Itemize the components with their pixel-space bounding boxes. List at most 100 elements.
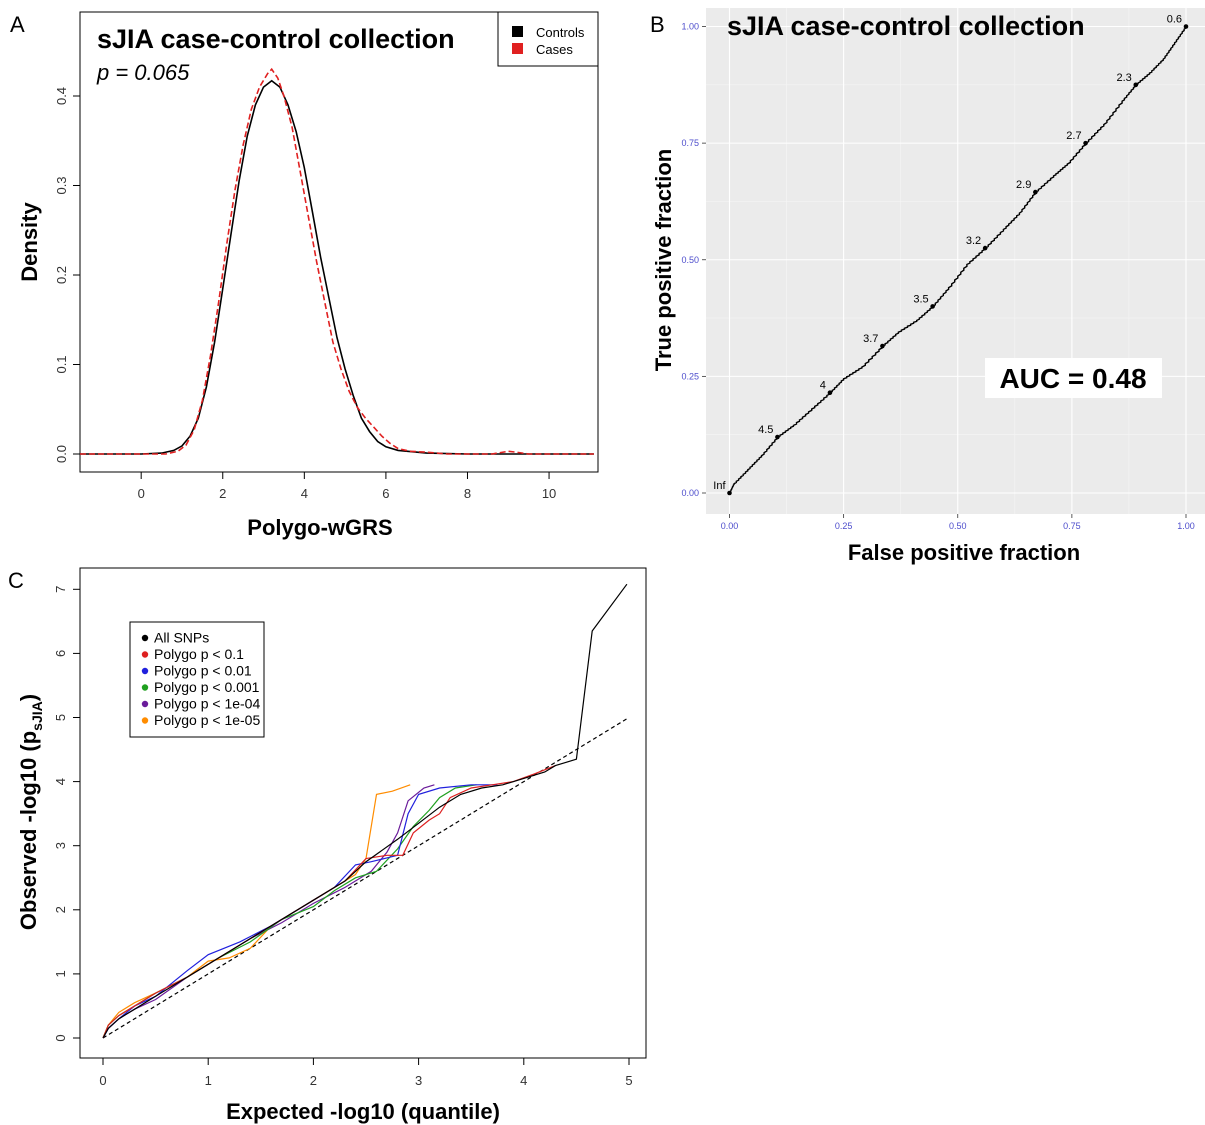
auc-label-box (985, 358, 1162, 398)
roc-cutoff-point-6 (1033, 189, 1038, 195)
panel-b-roc-chart: 0.00 0.25 0.50 0.75 1.00 0.00 0.25 0.50 0.75 1.00… (651, 8, 1205, 565)
panel-c-legend-marker-3 (141, 684, 149, 691)
panel-a-x-tick-label-5: 10 (542, 486, 556, 501)
panel-letter-b: B (650, 12, 665, 37)
roc-cutoff-label-5: 3.2 (966, 235, 981, 247)
panel-c-x-tick-label-3: 3 (415, 1073, 422, 1088)
roc-cutoff-point-2 (827, 390, 833, 396)
panel-c-legend-label-2: Polygo p < 0.01 (154, 663, 252, 679)
panel-c-y-axis-title-sub: sJIA (29, 701, 45, 731)
legend-swatch-controls (512, 26, 523, 37)
panel-a-x-tick-label-4: 8 (464, 486, 471, 501)
legend-label-cases: Cases (536, 42, 573, 57)
roc-cutoff-label-7: 2.7 (1066, 130, 1081, 142)
panel-letter-a: A (10, 12, 25, 37)
panel-c-legend-label-4: Polygo p < 1e-04 (154, 696, 260, 712)
panel-a-x-axis-title: Polygo-wGRS (247, 515, 392, 540)
panel-c-y-tick-label-0: 0 (53, 1034, 68, 1041)
roc-cutoff-label-2: 4 (820, 380, 826, 392)
qq-line-0 (102, 583, 628, 1039)
qq-line-3 (102, 784, 477, 1039)
density-line-controls (80, 79, 594, 455)
panel-c-legend-marker-2 (141, 667, 149, 675)
panel-b-y-tick-label-4: 1.00 (681, 22, 699, 32)
panel-c-legend-marker-5 (141, 717, 149, 724)
qq-line-5 (102, 784, 411, 1039)
panel-c-y-tick-label-4: 4 (53, 778, 68, 785)
roc-cutoff-point-7 (1083, 140, 1088, 146)
panel-c-legend-marker-4 (141, 700, 149, 708)
panel-b-y-tick-label-2: 0.50 (681, 255, 699, 265)
panel-b-x-tick-label-1: 0.25 (835, 521, 853, 531)
panel-b-background (706, 8, 1205, 514)
panel-c-legend-label-3: Polygo p < 0.001 (154, 679, 260, 695)
panel-c-legend-label-5: Polygo p < 1e-05 (154, 712, 260, 728)
panel-a-x-tick-label-2: 4 (301, 486, 308, 501)
roc-curve (729, 26, 1187, 494)
qq-line-1 (102, 765, 556, 1039)
panel-letter-c: C (8, 568, 24, 593)
panel-c-y-tick-label-3: 3 (53, 842, 68, 849)
roc-cutoff-point-5 (982, 245, 988, 251)
roc-cutoff-point-9 (1183, 24, 1189, 29)
panel-a-density-chart: 0 2 4 6 8 10 0.0 0.1 0.2 0.3 0.4 sJIA case-control… (17, 11, 599, 540)
roc-cutoff-label-8: 2.3 (1116, 72, 1131, 84)
roc-cutoff-label-6: 2.9 (1016, 179, 1031, 191)
panel-c-legend-marker-0 (141, 634, 149, 642)
panel-c-y-axis-title: Observed -log10 (psJIA) (16, 694, 45, 930)
roc-cutoff-point-0 (727, 490, 732, 496)
roc-cutoff-point-4 (930, 304, 935, 309)
panel-c-y-tick-label-1: 1 (53, 970, 68, 977)
roc-cutoff-point-8 (1133, 82, 1139, 88)
panel-b-x-tick-label-3: 0.75 (1063, 521, 1081, 531)
panel-c-y-tick-label-6: 6 (53, 650, 68, 657)
roc-cutoff-point-3 (880, 343, 885, 349)
panel-a-y-axis-title: Density (17, 202, 42, 282)
panel-a-y-tick-label-1: 0.1 (54, 355, 69, 373)
panel-a-y-tick-label-0: 0.0 (54, 445, 69, 463)
auc-label: AUC = 0.48 (999, 363, 1146, 394)
panel-c-y-tick-label-2: 2 (53, 906, 68, 913)
panel-c-x-tick-label-1: 1 (205, 1073, 212, 1088)
roc-cutoff-point-1 (775, 434, 780, 440)
roc-cutoff-label-3: 3.7 (863, 333, 878, 345)
panel-a-y-tick-label-3: 0.3 (54, 176, 69, 194)
panel-a-pvalue: p = 0.065 (96, 60, 190, 85)
panel-b-y-tick-label-1: 0.25 (681, 371, 699, 381)
panel-a-title: sJIA case-control collection (97, 24, 455, 54)
panel-c-x-tick-label-4: 4 (520, 1073, 527, 1088)
panel-a-legend: Controls Cases (497, 11, 599, 67)
qq-line-4 (102, 784, 435, 1039)
panel-a-frame (79, 11, 599, 473)
panel-c-legend-marker-1 (141, 651, 149, 658)
panel-c-x-tick-label-5: 5 (625, 1073, 632, 1088)
roc-cutoff-label-9: 0.6 (1167, 14, 1182, 26)
panel-c-y-axis-title-end: ) (16, 694, 41, 701)
panel-c-x-tick-label-0: 0 (99, 1073, 106, 1088)
panel-a-y-tick-label-2: 0.2 (54, 266, 69, 284)
panel-a-legend-box (497, 11, 599, 67)
qq-reference-line (102, 716, 630, 1039)
legend-swatch-cases (512, 43, 523, 54)
panel-b-y-tick-label-3: 0.75 (681, 138, 699, 148)
panel-b-x-tick-label-2: 0.50 (949, 521, 967, 531)
panel-a-y-tick-label-4: 0.4 (54, 87, 69, 105)
panel-b-y-tick-label-0: 0.00 (681, 488, 699, 498)
panel-c-legend-label-1: Polygo p < 0.1 (154, 646, 244, 662)
panel-c-legend-box (129, 621, 265, 738)
panel-c-x-axis-title: Expected -log10 (quantile) (226, 1099, 500, 1124)
panel-c-x-tick-label-2: 2 (310, 1073, 317, 1088)
panel-a-x-tick-label-3: 6 (382, 486, 389, 501)
panel-b-x-tick-label-4: 1.00 (1177, 521, 1195, 531)
roc-cutoff-label-1: 4.5 (758, 424, 773, 436)
panel-a-x-tick-label-1: 2 (219, 486, 226, 501)
density-line-cases (80, 67, 594, 455)
legend-label-controls: Controls (536, 25, 585, 40)
panel-c-y-tick-label-7: 7 (53, 586, 68, 593)
panel-b-x-tick-label-0: 0.00 (721, 521, 739, 531)
panel-c-y-axis-title-main: Observed -log10 (p (16, 731, 41, 930)
panel-b-x-axis-title: False positive fraction (848, 540, 1080, 565)
